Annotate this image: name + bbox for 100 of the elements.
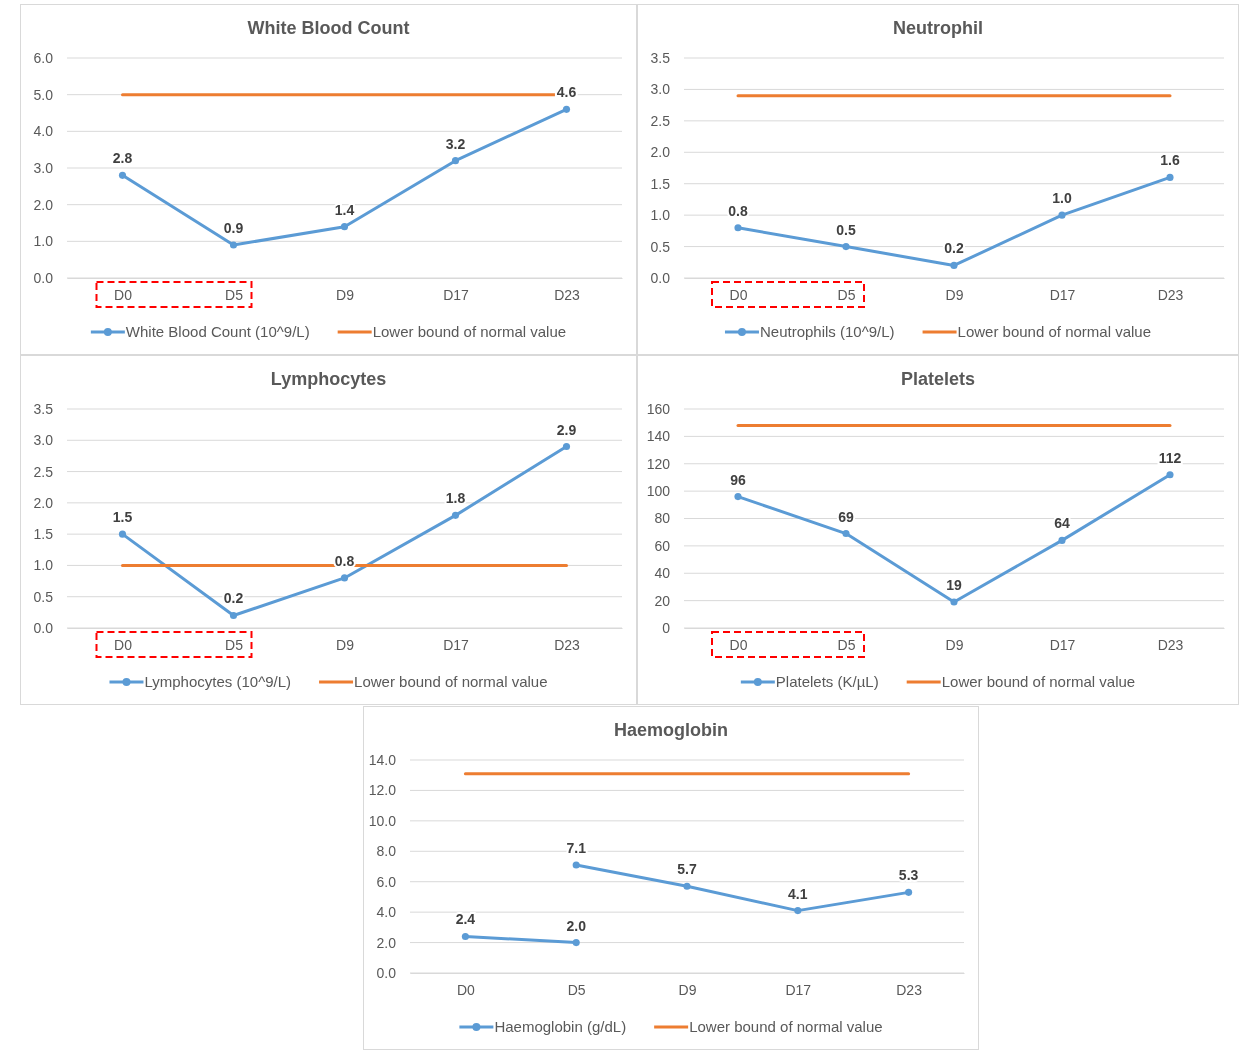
x-tick-label: D23 <box>554 286 581 303</box>
point <box>842 530 850 538</box>
point <box>461 932 469 941</box>
y-tick-label: 2.0 <box>376 934 397 951</box>
y-tick-label: 2.0 <box>33 494 54 511</box>
point <box>451 157 460 165</box>
chart-title: Haemoglobin <box>613 720 729 740</box>
chart-title: Platelets <box>900 369 976 389</box>
y-tick-label: 0.0 <box>376 964 397 981</box>
y-tick-label: 1.5 <box>33 526 54 543</box>
legend-label: Lower bound of normal value <box>941 673 1136 690</box>
point <box>1058 536 1066 544</box>
point <box>734 493 742 501</box>
data-label: 1.8 <box>445 490 466 507</box>
y-tick-label: 0.0 <box>33 269 54 286</box>
x-tick-label: D9 <box>336 286 355 303</box>
x-tick-label: D17 <box>785 981 812 998</box>
chart-title: Neutrophil <box>893 18 983 38</box>
point <box>229 611 238 620</box>
x-tick-label: D5 <box>225 286 244 303</box>
y-tick-label: 1.0 <box>33 233 54 250</box>
y-tick-label: 14.0 <box>368 751 397 768</box>
point <box>572 939 580 947</box>
point <box>340 574 349 582</box>
data-label: 0.2 <box>944 240 964 257</box>
y-tick-label: 100 <box>646 483 671 500</box>
y-tick-label: 6.0 <box>33 49 54 66</box>
x-tick-label: D9 <box>678 981 697 998</box>
point <box>794 907 802 915</box>
legend-label: Haemoglobin (g/dL) <box>494 1018 627 1035</box>
chart-title: White Blood Count <box>247 18 410 38</box>
data-label: 96 <box>730 471 746 488</box>
legend-label: Lymphocytes (10^9/L) <box>144 673 292 690</box>
point <box>1058 211 1066 219</box>
data-label: 1.4 <box>334 201 355 218</box>
y-tick-label: 0.0 <box>650 269 671 286</box>
legend-label: Lower bound of normal value <box>372 323 567 340</box>
point <box>229 241 238 249</box>
y-tick-label: 3.0 <box>33 159 54 176</box>
point <box>842 243 850 251</box>
point <box>734 224 742 232</box>
x-tick-label: D23 <box>1157 636 1184 653</box>
x-tick-label: D0 <box>114 636 133 653</box>
legend-label: Lower bound of normal value <box>957 323 1152 340</box>
x-tick-label: D23 <box>1157 286 1184 303</box>
x-tick-label: D0 <box>729 286 748 303</box>
x-tick-label: D5 <box>225 636 244 653</box>
data-label: 4.6 <box>556 84 577 101</box>
x-tick-label: D0 <box>456 981 476 998</box>
data-label: 1.5 <box>112 509 133 526</box>
chart-title: Lymphocytes <box>270 369 387 389</box>
legend-label: Lower bound of normal value <box>689 1018 883 1035</box>
point <box>1166 173 1174 181</box>
x-tick-label: D0 <box>114 286 133 303</box>
x-tick-label: D5 <box>837 636 856 653</box>
data-label: 2.9 <box>556 421 577 438</box>
x-tick-label: D17 <box>443 286 470 303</box>
legend-label: Lower bound of normal value <box>354 673 548 690</box>
point <box>1166 471 1174 479</box>
y-tick-label: 60 <box>654 537 671 554</box>
y-tick-label: 2.5 <box>650 112 671 129</box>
data-label: 5.3 <box>898 867 919 884</box>
y-tick-label: 2.0 <box>33 196 54 213</box>
data-label: 112 <box>1158 449 1182 466</box>
y-tick-label: 0 <box>662 619 671 636</box>
y-tick-label: 3.5 <box>650 49 671 66</box>
point <box>451 511 460 519</box>
point <box>562 105 571 113</box>
x-tick-label: D0 <box>729 636 748 653</box>
data-label: 1.0 <box>1052 190 1072 207</box>
x-tick-label: D23 <box>896 981 923 998</box>
y-tick-label: 160 <box>646 400 671 417</box>
y-tick-label: 3.0 <box>33 432 54 449</box>
data-label: 0.2 <box>223 590 244 607</box>
y-tick-label: 1.0 <box>33 557 54 574</box>
point <box>905 888 913 896</box>
point <box>683 882 691 890</box>
point <box>950 261 958 269</box>
legend-label: Platelets (K/µL) <box>775 673 879 690</box>
point <box>340 223 349 231</box>
data-label: 7.1 <box>566 839 587 856</box>
y-tick-label: 40 <box>654 565 671 582</box>
y-tick-label: 0.5 <box>650 238 671 255</box>
x-tick-label: D17 <box>1049 286 1076 303</box>
legend-label: Neutrophils (10^9/L) <box>759 323 895 340</box>
data-label: 64 <box>1054 515 1070 532</box>
x-tick-label: D9 <box>945 636 964 653</box>
y-tick-label: 2.0 <box>650 144 671 161</box>
y-tick-label: 140 <box>646 428 671 445</box>
y-tick-label: 0.5 <box>33 588 54 605</box>
point <box>118 530 127 538</box>
data-label: 2.4 <box>455 911 476 928</box>
legend-label: White Blood Count (10^9/L) <box>125 323 310 340</box>
y-tick-label: 1.5 <box>650 175 671 192</box>
y-tick-label: 4.0 <box>33 123 54 140</box>
x-tick-label: D9 <box>945 286 964 303</box>
y-tick-label: 4.0 <box>376 904 397 921</box>
y-tick-label: 2.5 <box>33 463 54 480</box>
x-tick-label: D23 <box>554 636 581 653</box>
data-label: 3.2 <box>445 135 466 152</box>
